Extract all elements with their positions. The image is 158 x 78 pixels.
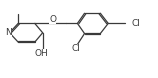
Text: Cl: Cl [131,19,140,28]
Text: N: N [5,28,12,37]
Text: O: O [49,15,56,24]
Text: Cl: Cl [71,44,80,53]
Text: OH: OH [35,49,49,58]
